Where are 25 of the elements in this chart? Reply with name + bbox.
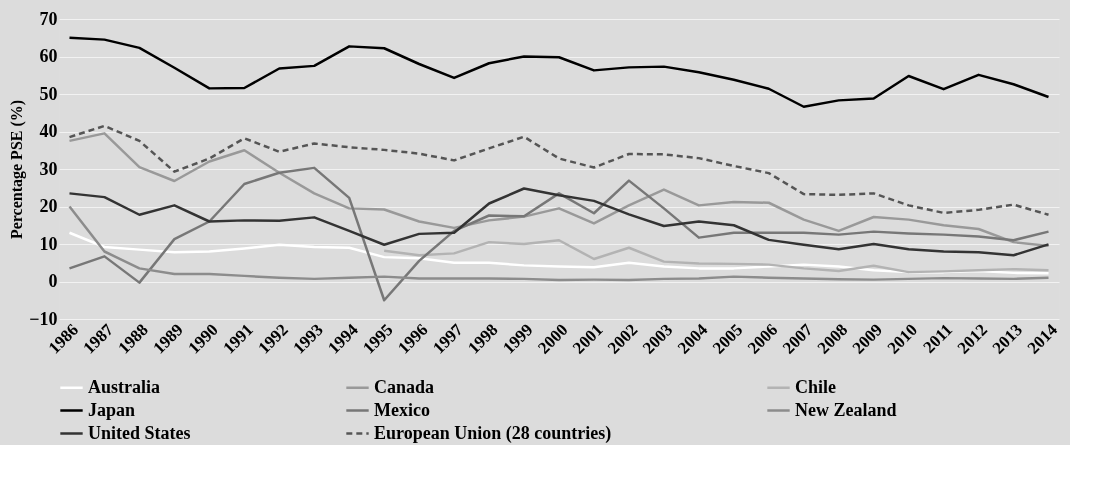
y-tick-label: 60 (39, 46, 58, 66)
y-tick-label: 50 (39, 83, 58, 104)
line-series (68, 205, 1050, 282)
line-series (68, 132, 1050, 248)
y-tick-label: 20 (39, 196, 58, 216)
legend-label: New Zealand (795, 399, 897, 420)
legend-label: Australia (88, 376, 160, 397)
y-tick-label: −10 (29, 308, 58, 329)
line-series (382, 239, 1050, 274)
y-tick-label: 0 (48, 271, 58, 291)
line-series (68, 36, 1050, 108)
legend-label: Canada (374, 376, 435, 397)
y-axis-title: Percentage PSE (%) (8, 99, 27, 240)
legend-label: Chile (795, 376, 837, 397)
y-tick-label: 70 (39, 8, 58, 29)
legend-label: Japan (88, 399, 136, 420)
y-tick-label: 30 (39, 158, 58, 179)
line-series (68, 124, 1050, 216)
line-series (68, 166, 1050, 302)
legend-label: European Union (28 countries) (374, 422, 612, 444)
y-tick-label: 40 (39, 121, 58, 141)
line-series (68, 187, 1050, 257)
legend-label: Mexico (374, 399, 430, 420)
y-tick-label: 10 (39, 233, 58, 254)
legend-label: United States (88, 422, 191, 443)
